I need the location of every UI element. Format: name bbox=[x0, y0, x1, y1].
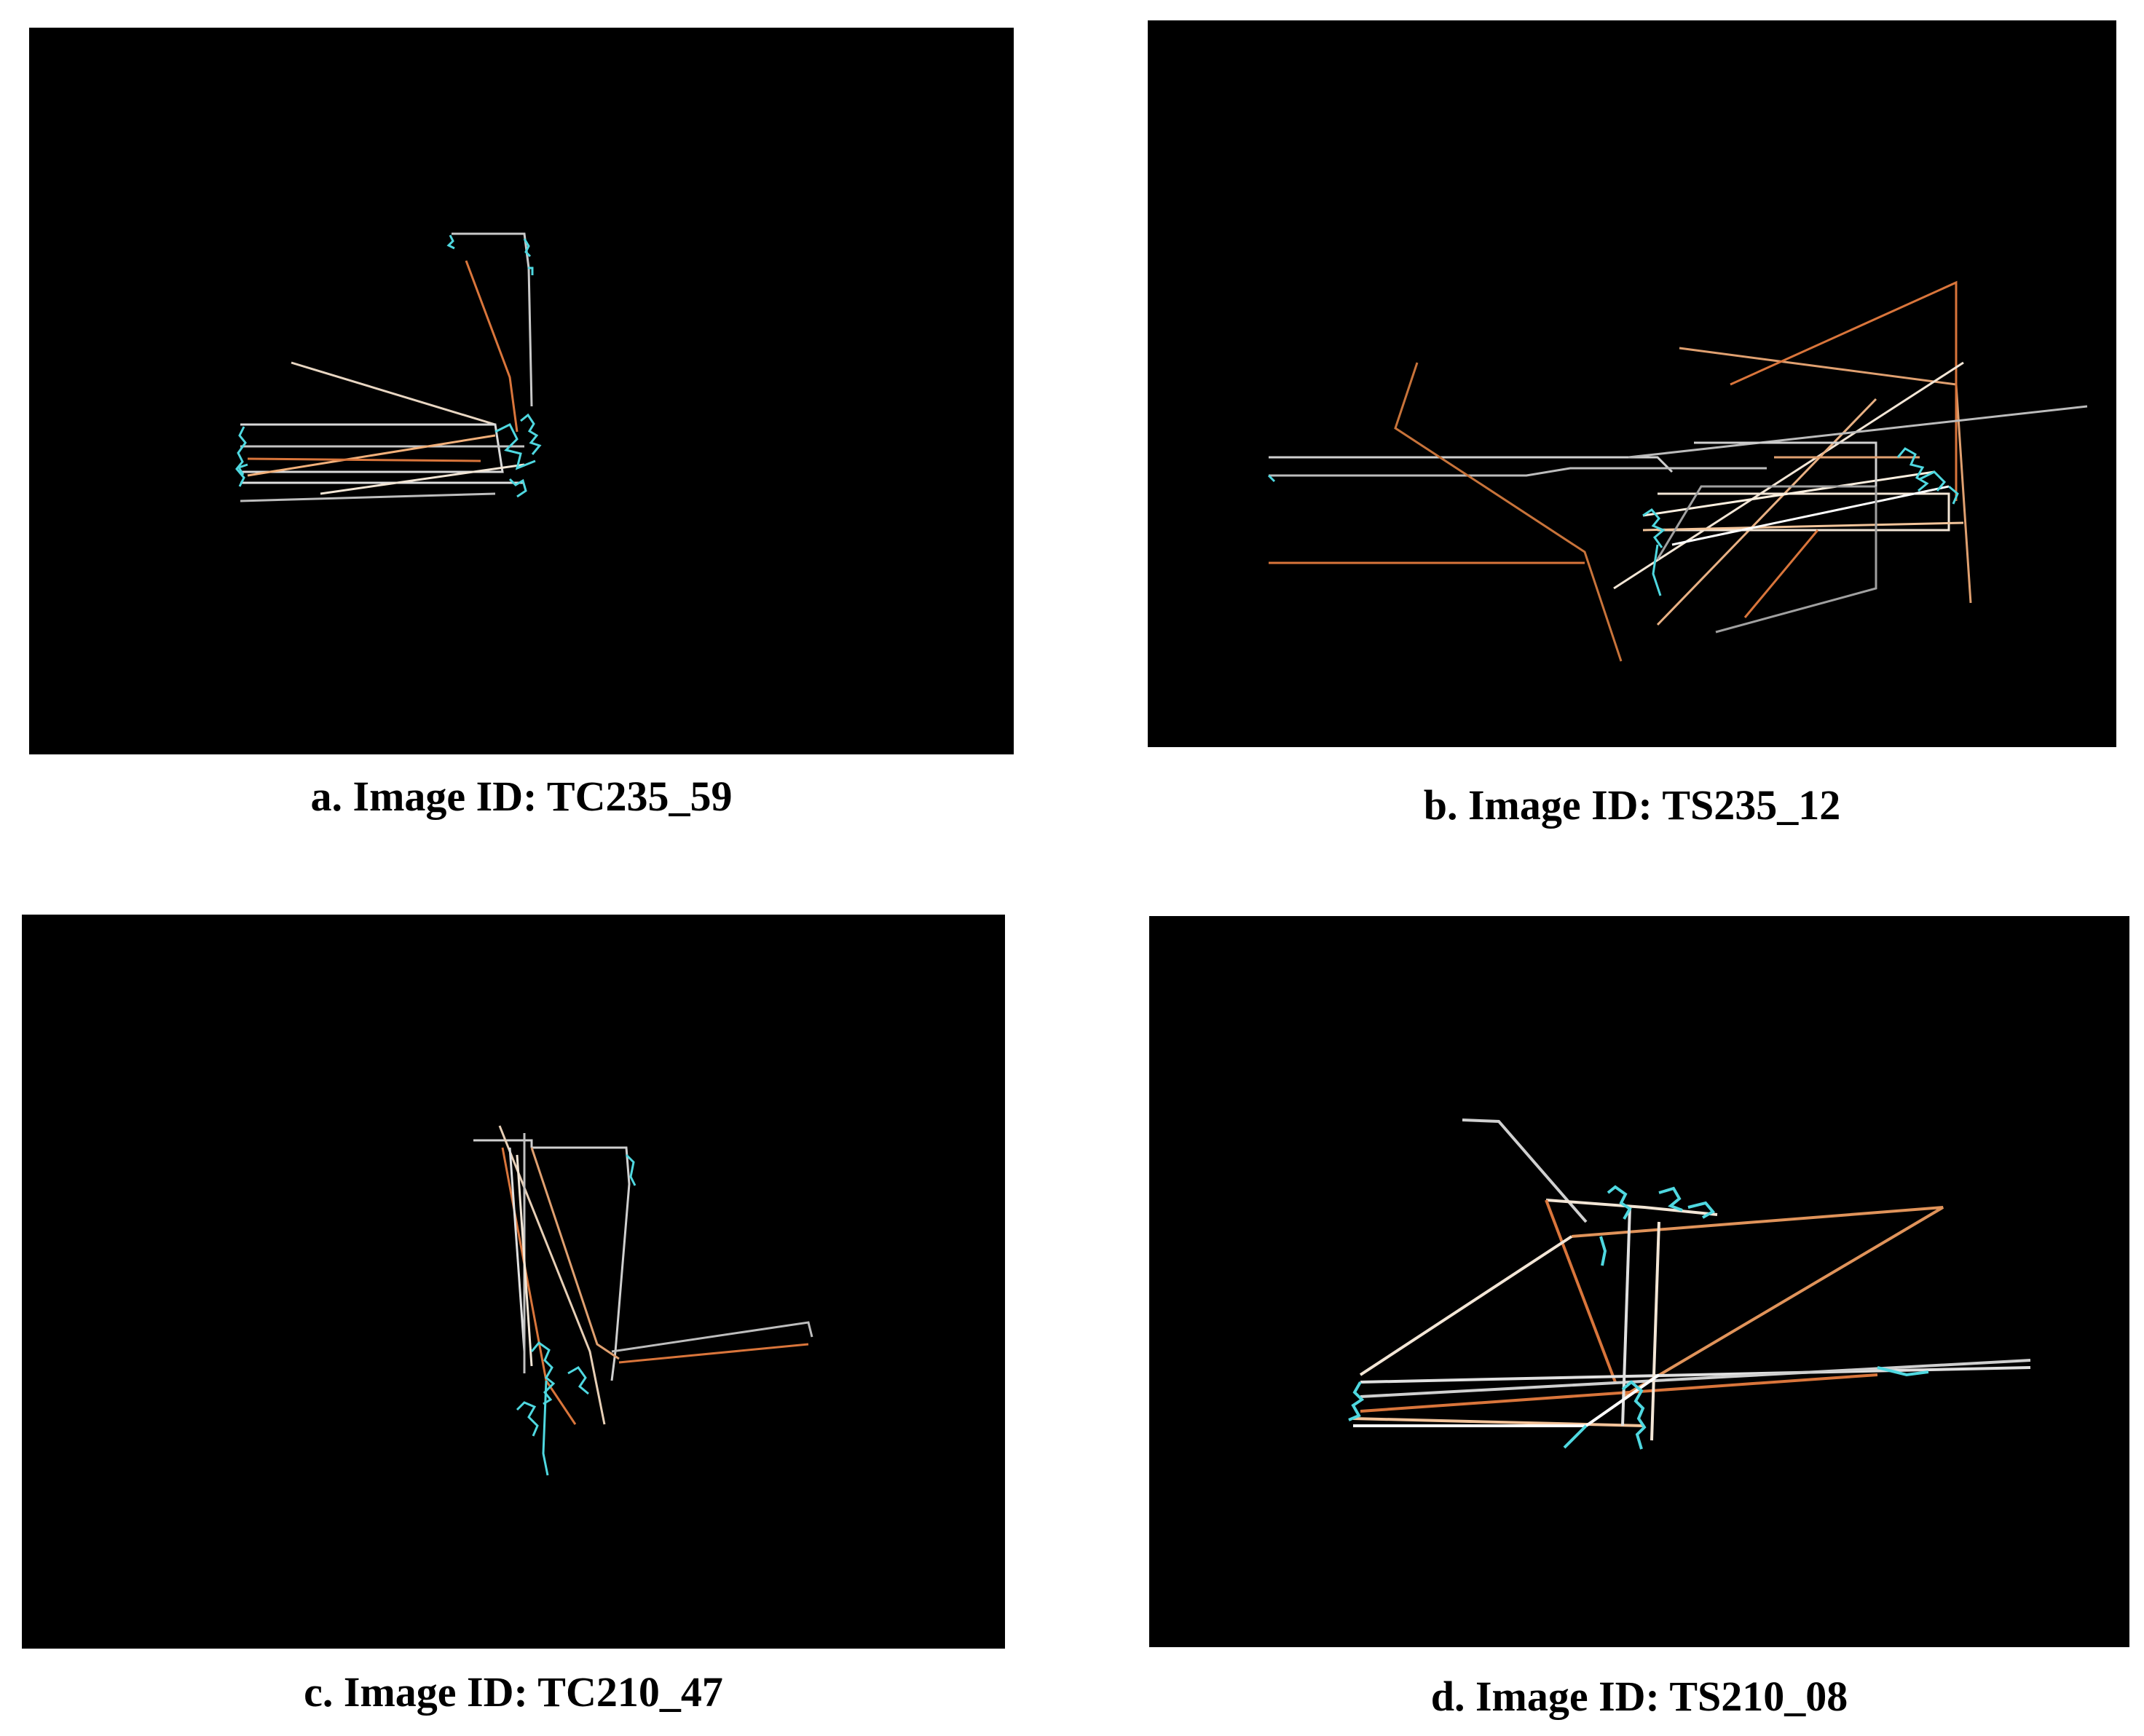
saccade-path bbox=[1650, 1221, 1660, 1441]
saccade-path bbox=[1671, 485, 1950, 546]
saccade-path bbox=[1730, 280, 1958, 501]
panel-caption-d: d. Image ID: TS210_08 bbox=[1430, 1673, 1848, 1720]
fixation-cluster bbox=[1267, 447, 1947, 548]
saccade-path bbox=[1628, 405, 2088, 459]
saccade-path bbox=[1743, 529, 1819, 618]
saccade-path bbox=[1359, 1235, 1573, 1376]
scanpath-image-a bbox=[29, 28, 1014, 754]
saccade-path bbox=[247, 434, 496, 477]
scanpath-plot-a bbox=[235, 232, 542, 502]
saccade-path bbox=[1352, 1417, 1645, 1427]
saccade-path bbox=[1642, 470, 1935, 517]
saccade-path bbox=[1462, 1118, 1588, 1223]
scanpath-image-c bbox=[22, 915, 1005, 1649]
saccade-path bbox=[473, 1139, 631, 1381]
scanpath-plot-b bbox=[1267, 280, 2088, 662]
saccade-path bbox=[1545, 1199, 1718, 1216]
fixation-cluster bbox=[516, 1341, 589, 1437]
saccade-path bbox=[1360, 1359, 2031, 1398]
fixation-cluster bbox=[237, 267, 534, 476]
saccade-path bbox=[1360, 1366, 2031, 1384]
saccade-path bbox=[611, 1321, 813, 1353]
saccade-path bbox=[1658, 492, 1950, 532]
scanpath-plot-c bbox=[473, 1125, 813, 1476]
saccade-path bbox=[530, 1147, 620, 1360]
fixation-cluster bbox=[494, 422, 536, 470]
scanpath-image-b bbox=[1148, 20, 2116, 747]
fixation-cluster bbox=[1652, 485, 1959, 596]
saccade-path bbox=[240, 423, 504, 473]
saccade-path bbox=[465, 260, 519, 433]
saccade-path bbox=[1269, 456, 1674, 473]
saccade-path bbox=[1545, 1199, 1617, 1383]
saccade-path bbox=[1360, 1373, 1878, 1413]
scanpath-image-d bbox=[1149, 916, 2129, 1647]
panel-caption-a: a. Image ID: TC235_59 bbox=[310, 773, 733, 820]
saccade-path bbox=[1642, 521, 1964, 532]
saccade-path bbox=[1656, 398, 1877, 626]
saccade-path bbox=[1694, 441, 1877, 486]
fixation-cluster bbox=[1563, 1236, 1929, 1449]
saccade-path bbox=[498, 1125, 606, 1425]
saccade-path bbox=[516, 1154, 533, 1367]
fixation-cluster bbox=[235, 234, 542, 498]
saccade-path bbox=[1613, 361, 1964, 590]
saccade-path bbox=[247, 457, 481, 462]
saccade-path bbox=[452, 232, 533, 407]
saccade-path bbox=[1585, 1373, 1660, 1427]
fixation-cluster bbox=[1348, 1185, 1716, 1450]
saccade-path bbox=[1571, 1206, 1944, 1398]
saccade-path bbox=[1269, 467, 1767, 477]
panel-caption-c: c. Image ID: TC210_47 bbox=[304, 1668, 723, 1716]
saccade-path bbox=[320, 463, 525, 495]
saccade-path bbox=[291, 361, 496, 426]
saccade-path bbox=[240, 492, 496, 502]
fixation-cluster bbox=[542, 1153, 636, 1476]
scanpath-plot-d bbox=[1348, 1118, 2031, 1450]
saccade-path bbox=[508, 1147, 526, 1352]
saccade-path bbox=[1394, 362, 1623, 662]
panel-caption-b: b. Image ID: TS235_12 bbox=[1423, 781, 1841, 829]
saccade-path bbox=[618, 1343, 809, 1364]
